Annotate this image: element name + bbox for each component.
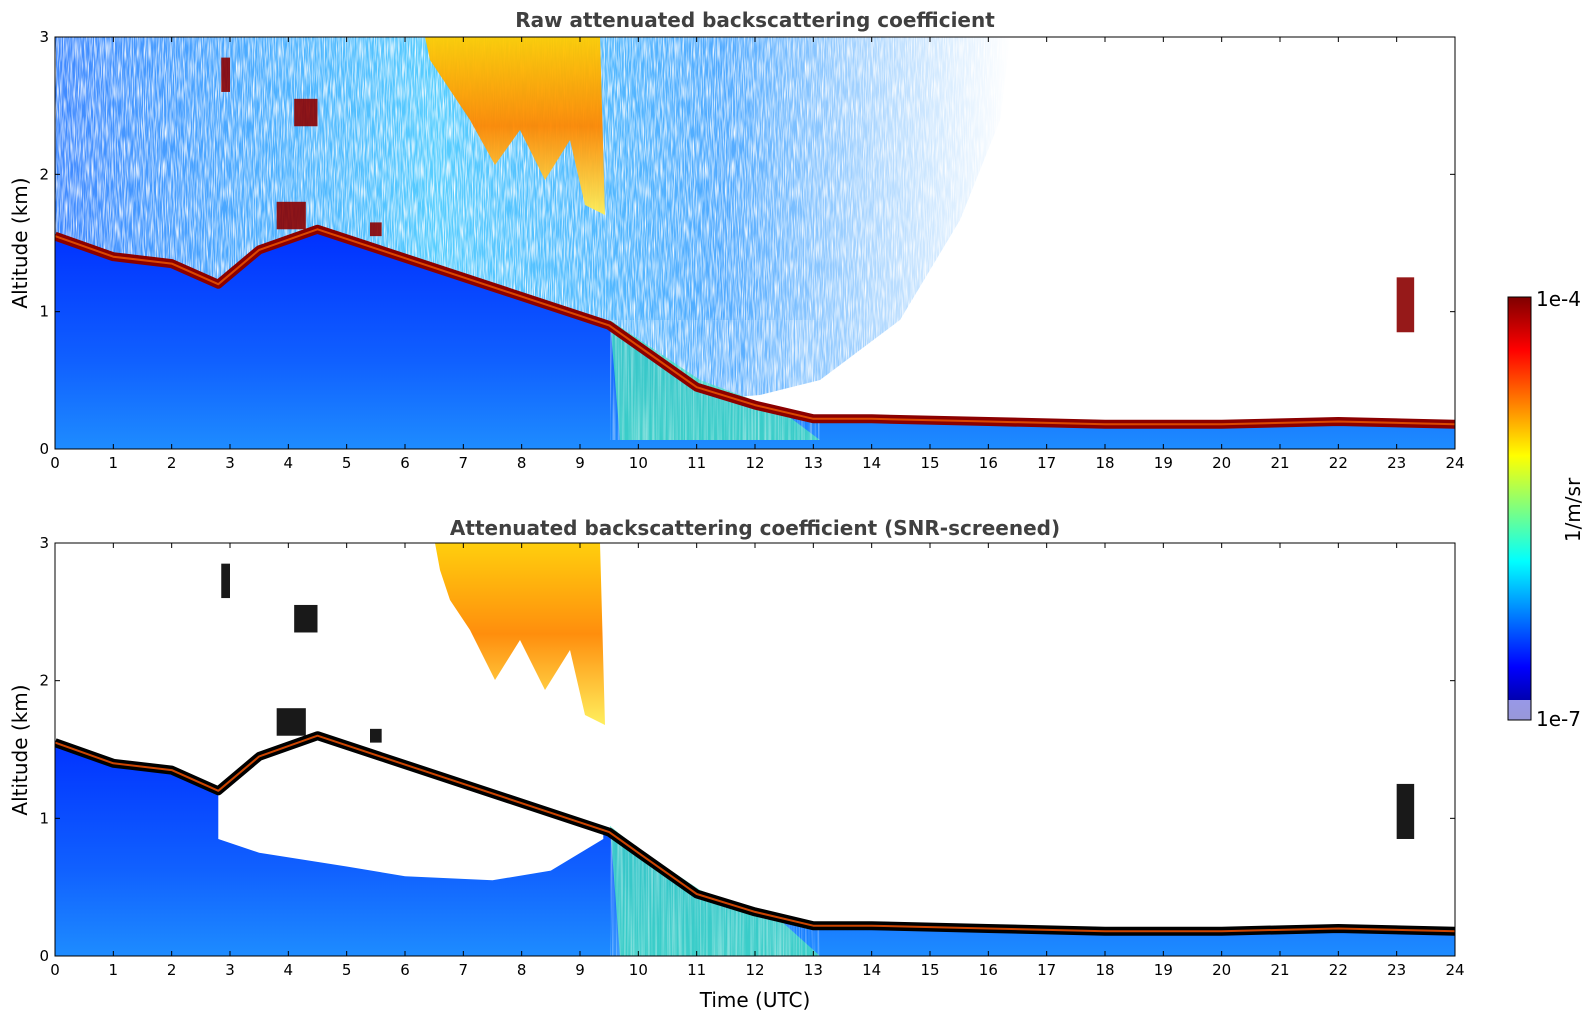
x-tick-label: 19	[1154, 961, 1173, 979]
y-tick-label: 3	[39, 534, 49, 552]
cloud-patch	[294, 98, 318, 127]
x-tick-label: 5	[342, 454, 352, 472]
x-tick-label: 12	[745, 454, 764, 472]
panel-raw: Raw attenuated backscattering coefficien…	[8, 8, 1465, 472]
x-tick-label: 12	[745, 961, 764, 979]
x-tick-label: 8	[517, 961, 527, 979]
x-tick-label: 10	[629, 961, 648, 979]
x-tick-label: 3	[225, 454, 235, 472]
x-tick-label: 13	[804, 961, 823, 979]
x-tick-label: 16	[979, 961, 998, 979]
x-tick-label: 2	[167, 961, 177, 979]
x-tick-label: 15	[920, 454, 939, 472]
x-tick-label: 3	[225, 961, 235, 979]
cloud-patch	[294, 604, 318, 633]
y-axis-label: Altitude (km)	[8, 177, 32, 308]
cloud-patch	[276, 708, 306, 736]
cloud-patches	[221, 57, 1415, 333]
cloud-patch	[1396, 783, 1415, 839]
cloud-patch	[221, 563, 230, 599]
x-tick-label: 18	[1095, 454, 1114, 472]
x-tick-label: 5	[342, 961, 352, 979]
chart-title: Attenuated backscattering coefficient (S…	[450, 516, 1060, 540]
cirrus-cloud	[435, 543, 605, 725]
y-tick-label: 3	[39, 28, 49, 46]
x-tick-label: 13	[804, 454, 823, 472]
colorbar-title: 1/m/sr	[1561, 477, 1585, 542]
cloud-patch	[221, 57, 230, 92]
colorbar-frame	[1507, 296, 1532, 721]
heatmap-screened	[55, 543, 1455, 956]
x-tick-label: 24	[1445, 454, 1464, 472]
colorbar-max-label: 1e-4	[1536, 287, 1581, 311]
x-tick-label: 22	[1329, 961, 1348, 979]
x-tick-label: 1	[109, 961, 119, 979]
y-tick-label: 0	[39, 440, 49, 458]
x-tick-label: 6	[400, 961, 410, 979]
x-tick-label: 7	[459, 454, 469, 472]
x-tick-label: 16	[979, 454, 998, 472]
axes: 0 1 2 3 4 5 6 7 8 9 10 11 12 13 14 15 16 17 18 19 20 21 22 23 24…	[39, 28, 1464, 472]
colorbar-min-label: 1e-7	[1536, 707, 1581, 731]
cloud-patch	[370, 728, 382, 743]
y-tick-label: 2	[39, 165, 49, 183]
x-tick-label: 9	[575, 454, 585, 472]
mixing-streaks	[610, 826, 820, 956]
x-tick-label: 24	[1445, 961, 1464, 979]
chart-title: Raw attenuated backscattering coefficien…	[515, 8, 995, 32]
x-tick-label: 20	[1212, 961, 1231, 979]
x-tick-label: 23	[1387, 961, 1406, 979]
x-tick-label: 17	[1037, 961, 1056, 979]
cloud-patch	[370, 222, 382, 237]
axes: 0 1 2 3 4 5 6 7 8 9 10 11 12 13 14 15 16 17 18 19 20 21 22 23 24…	[39, 534, 1464, 979]
x-tick-label: 11	[687, 961, 706, 979]
x-tick-label: 1	[109, 454, 119, 472]
x-tick-label: 8	[517, 454, 527, 472]
x-tick-label: 22	[1329, 454, 1348, 472]
cirrus-cloud	[425, 37, 605, 215]
x-tick-label: 21	[1270, 454, 1289, 472]
x-axis-label: Time (UTC)	[699, 988, 811, 1012]
x-tick-label: 20	[1212, 454, 1231, 472]
x-tick-label: 4	[284, 454, 294, 472]
y-tick-label: 0	[39, 947, 49, 965]
x-tick-label: 15	[920, 961, 939, 979]
x-tick-label: 0	[50, 454, 60, 472]
cloud-patch	[276, 201, 306, 230]
boundary-layer-fill	[55, 229, 1455, 449]
x-tick-label: 11	[687, 454, 706, 472]
cloud-patch	[1396, 277, 1415, 333]
x-tick-label: 2	[167, 454, 177, 472]
y-tick-label: 2	[39, 672, 49, 690]
x-tick-label: 7	[459, 961, 469, 979]
colorbar-low-band	[1508, 700, 1531, 720]
cloud-base-halo	[55, 734, 1455, 933]
x-tick-label: 10	[629, 454, 648, 472]
heatmap-raw	[55, 37, 1455, 449]
y-tick-label: 1	[39, 809, 49, 827]
colorbar: 1e-4 1e-7 1/m/sr	[1507, 287, 1585, 731]
x-tick-label: 18	[1095, 961, 1114, 979]
x-tick-label: 0	[50, 961, 60, 979]
colorbar-gradient	[1507, 296, 1532, 721]
y-tick-label: 1	[39, 303, 49, 321]
x-tick-label: 9	[575, 961, 585, 979]
x-tick-label: 14	[862, 454, 881, 472]
y-axis-label: Altitude (km)	[8, 684, 32, 815]
x-tick-label: 14	[862, 961, 881, 979]
x-tick-label: 21	[1270, 961, 1289, 979]
cloud-base-halo	[55, 228, 1455, 426]
x-tick-label: 19	[1154, 454, 1173, 472]
x-tick-label: 23	[1387, 454, 1406, 472]
x-tick-label: 6	[400, 454, 410, 472]
panel-screened: Attenuated backscattering coefficient (S…	[8, 516, 1465, 1012]
x-tick-label: 17	[1037, 454, 1056, 472]
cloud-patches	[221, 563, 1415, 839]
x-tick-label: 4	[284, 961, 294, 979]
